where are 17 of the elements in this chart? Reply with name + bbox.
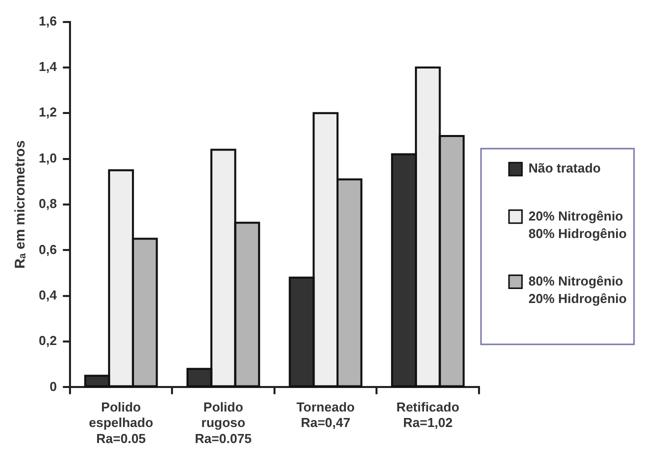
y-tick-label: 0,2 — [38, 333, 57, 348]
legend-label: Não tratado — [528, 160, 601, 176]
legend-label: 80% Nitrogênio 20% Hidrogênio — [528, 273, 627, 306]
x-tick-label: Torneado Ra=0,47 — [296, 400, 355, 430]
y-tick-label: 1,6 — [38, 13, 57, 28]
y-tick-label: 1,2 — [38, 104, 57, 120]
y-axis-title: Rₐ em micrometros — [11, 140, 28, 269]
legend-label: 20% Nitrogênio 80% Hidrogênio — [528, 208, 627, 241]
y-tick-label: 0,8 — [38, 196, 57, 212]
x-tick-label: Polido rugoso Ra=0.075 — [194, 400, 252, 446]
x-tick-label: Retificado Ra=1,02 — [396, 400, 460, 430]
y-tick-label: 0 — [50, 378, 57, 394]
y-tick-label: 0,4 — [38, 287, 58, 302]
y-tick-label: 1,4 — [38, 59, 58, 74]
y-tick-label: 0,6 — [38, 242, 57, 257]
y-tick-label: 1,0 — [38, 150, 57, 166]
x-tick-label: Polido espelhado Ra=0.05 — [88, 400, 154, 446]
